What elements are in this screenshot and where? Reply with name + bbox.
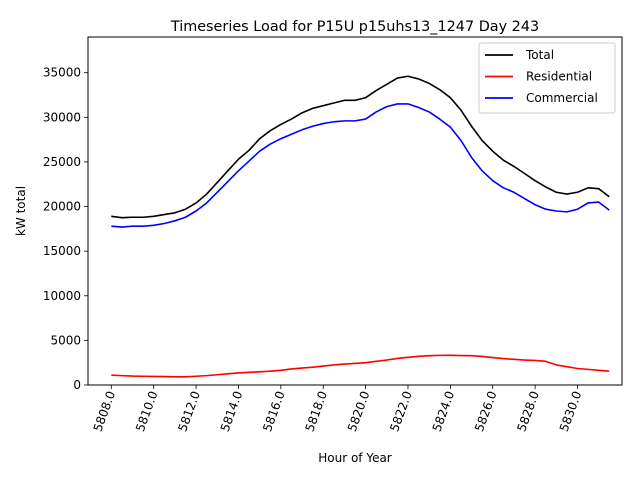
y-tick-label: 25000: [43, 155, 81, 169]
legend-label-residential: Residential: [526, 70, 592, 84]
y-tick-label: 15000: [43, 244, 81, 258]
series-line-residential: [111, 354, 610, 378]
y-tick-label: 20000: [43, 200, 81, 214]
x-axis-title: Hour of Year: [318, 451, 392, 465]
y-tick-label: 10000: [43, 289, 81, 303]
plot-lines: [111, 75, 610, 378]
y-tick-label: 30000: [43, 110, 81, 124]
series-line-commercial: [111, 103, 610, 228]
chart-title: Timeseries Load for P15U p15uhs13_1247 D…: [170, 19, 539, 35]
y-tick-label: 35000: [43, 66, 81, 80]
y-axis: 0 5000 10000 15000 20000 25000 30000 35000: [43, 66, 88, 392]
legend-label-commercial: Commercial: [526, 91, 598, 105]
legend-label-total: Total: [525, 48, 554, 62]
series-line-total: [111, 75, 610, 219]
y-tick-label: 0: [73, 378, 81, 392]
plot-frame: [87, 36, 623, 386]
y-axis-title: kW total: [14, 186, 28, 236]
legend: Total Residential Commercial: [478, 42, 616, 114]
legend-box: [478, 42, 616, 114]
y-tick-label: 5000: [50, 333, 81, 347]
